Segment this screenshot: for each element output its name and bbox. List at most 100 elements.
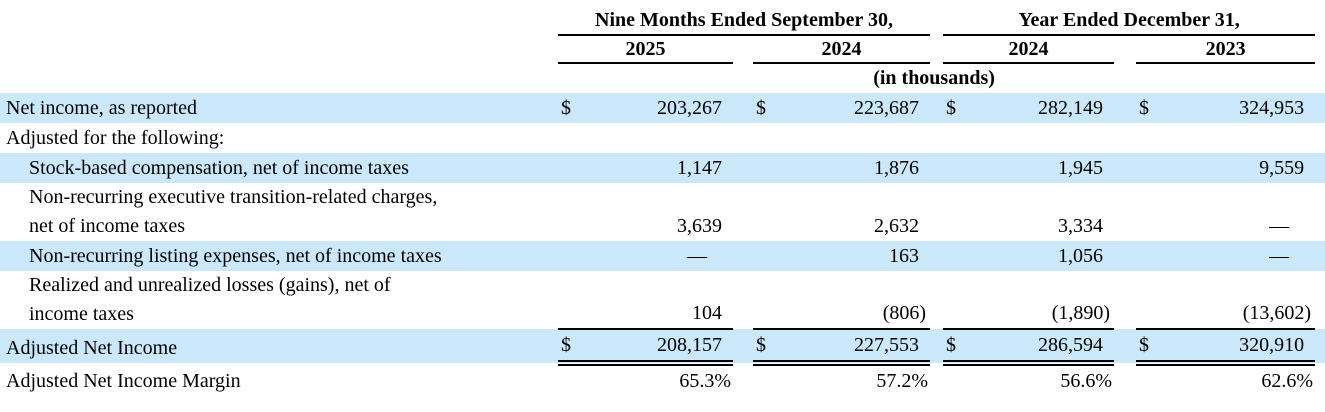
year-2024b-header: 2024	[943, 35, 1115, 64]
value-cell: (13,602)	[1242, 302, 1312, 324]
value-cell: 56.6%	[1060, 370, 1113, 392]
edge-cell	[1315, 7, 1325, 35]
value-cell: 3,334	[1058, 215, 1104, 237]
value-cell: 104	[692, 302, 722, 324]
value-cell: —	[588, 241, 733, 271]
value-cell: 203,267	[588, 93, 733, 123]
year-2025-header: 2025	[558, 35, 733, 64]
currency-cell: $	[943, 93, 974, 123]
currency-cell	[1136, 183, 1166, 241]
currency-cell	[1136, 153, 1167, 183]
gap-cell	[1114, 183, 1136, 241]
value-cell: 320,910	[1166, 328, 1316, 366]
row-label: Non-recurring listing expenses, net of i…	[0, 241, 543, 271]
gap-cell	[733, 241, 753, 271]
edge-cell	[1315, 123, 1325, 153]
currency-cell	[1136, 241, 1167, 271]
header-spacer	[0, 35, 558, 63]
edge-cell	[1315, 329, 1325, 363]
gap-cell	[1114, 93, 1137, 123]
value-cell: 3,639	[677, 215, 722, 237]
gap-cell	[733, 93, 753, 123]
value-cell: —	[1269, 215, 1290, 237]
value-cell: 9,559	[1166, 153, 1316, 183]
gap-cell	[930, 271, 943, 329]
edge-cell	[1315, 241, 1325, 271]
nine-months-header: Nine Months Ended September 30,	[558, 7, 931, 36]
table-row: Adjusted Net Income $208,157 $227,553 $286,…	[0, 328, 1325, 366]
currency-cell	[558, 271, 588, 329]
edge-cell	[1315, 183, 1325, 241]
table-row: Non-recurring listing expenses, net of i…	[0, 241, 1325, 271]
currency-cell	[558, 123, 588, 153]
currency-cell	[1136, 363, 1166, 396]
value-cell: 282,149	[973, 93, 1115, 123]
adjusted-net-income-table: Nine Months Ended September 30, Year End…	[0, 7, 1325, 396]
currency-cell	[1136, 123, 1166, 153]
value-cell: 1,876	[783, 153, 931, 183]
value-cell	[973, 123, 1114, 153]
value-cell: 208,157	[588, 328, 733, 366]
currency-cell: $	[1136, 93, 1167, 123]
row-label: Stock-based compensation, net of income …	[0, 153, 543, 183]
currency-cell: $	[943, 328, 974, 366]
period-header-row: Nine Months Ended September 30, Year End…	[0, 7, 1325, 36]
gap-cell	[543, 363, 558, 396]
year-ended-header: Year Ended December 31,	[943, 7, 1316, 36]
gap-cell	[543, 123, 558, 153]
gap-cell	[543, 183, 558, 241]
year-2023-header: 2023	[1136, 35, 1316, 64]
value-cell: 1,945	[973, 153, 1115, 183]
currency-cell	[753, 123, 783, 153]
row-label: Adjusted Net Income	[0, 329, 543, 363]
value-cell	[588, 123, 733, 153]
gap-cell	[1114, 271, 1136, 329]
value-cell: —	[1166, 241, 1316, 271]
gap-cell	[930, 329, 944, 363]
edge-cell	[1315, 35, 1325, 63]
gap-cell	[543, 271, 558, 329]
value-cell: 227,553	[783, 328, 931, 366]
gap-cell	[543, 241, 558, 271]
gap-cell	[733, 329, 753, 363]
gap-cell	[930, 363, 943, 396]
currency-cell	[558, 183, 588, 241]
currency-cell: $	[558, 328, 588, 366]
edge-cell	[1315, 93, 1325, 123]
table-row: Non-recurring executive transition-relat…	[0, 183, 1325, 241]
gap-cell	[930, 7, 943, 35]
currency-cell	[558, 241, 588, 271]
table-row: Net income, as reported $203,267 $223,687 $…	[0, 93, 1325, 123]
gap-cell	[1114, 329, 1137, 363]
header-spacer	[0, 63, 543, 93]
currency-cell	[753, 241, 783, 271]
gap-cell	[543, 153, 558, 183]
currency-cell	[753, 271, 783, 329]
gap-cell	[930, 153, 944, 183]
gap-cell	[1114, 153, 1137, 183]
currency-cell	[943, 183, 973, 241]
table-body: Net income, as reported $203,267 $223,687 $…	[0, 93, 1325, 396]
gap-cell	[733, 183, 753, 241]
edge-cell	[1315, 363, 1325, 396]
currency-cell: $	[558, 93, 588, 123]
units-row: (in thousands)	[0, 63, 1325, 93]
currency-cell: $	[1136, 328, 1167, 366]
currency-cell	[943, 153, 974, 183]
row-label: Realized and unrealized losses (gains), …	[29, 274, 391, 325]
currency-cell	[943, 271, 973, 329]
gap-cell	[733, 123, 753, 153]
value-cell: 1,056	[973, 241, 1115, 271]
currency-cell	[753, 153, 783, 183]
table-row: Stock-based compensation, net of income …	[0, 153, 1325, 183]
value-cell: 65.3%	[679, 370, 731, 392]
gap-cell	[1114, 123, 1136, 153]
row-label: Net income, as reported	[0, 93, 543, 123]
row-label: Adjusted Net Income Margin	[6, 370, 241, 392]
edge-cell	[1315, 271, 1325, 329]
gap-cell	[733, 271, 753, 329]
row-label: Adjusted for the following:	[6, 127, 225, 149]
value-cell: 286,594	[973, 328, 1115, 366]
gap-cell	[733, 153, 753, 183]
gap-cell	[1114, 35, 1136, 63]
